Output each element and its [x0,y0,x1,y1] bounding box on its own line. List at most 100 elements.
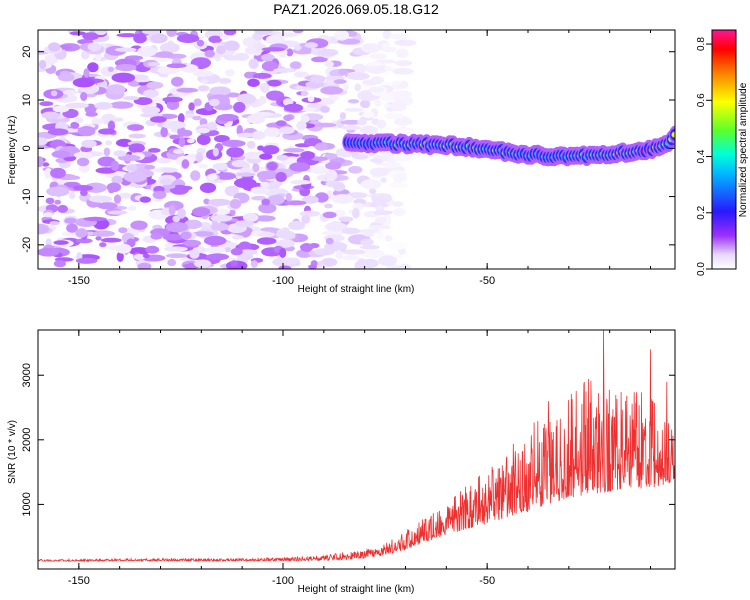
noise-blob [347,72,370,81]
noise-blob [265,34,285,46]
noise-blob [92,230,115,237]
noise-blob [311,56,328,63]
noise-blob [331,194,354,204]
noise-blob [91,118,104,125]
noise-blob [352,208,360,219]
noise-blob [189,249,200,259]
x-tick-label: -150 [68,575,90,587]
noise-blob [308,264,318,269]
noise-blob [230,248,243,256]
noise-blob [395,60,413,67]
colorbar-axes: 0.0 0.2 0.4 0.6 0.8 [696,37,712,276]
noise-blob [275,171,287,183]
noise-blob [165,253,189,258]
noise-blob [224,69,235,77]
noise-blob [229,199,242,209]
noise-blob [97,202,118,210]
noise-blob [214,135,230,143]
snr-background [38,330,675,569]
noise-blob [310,156,329,161]
noise-blob [360,179,382,190]
noise-blob [196,39,205,47]
noise-blob [166,63,187,68]
noise-blob [199,222,212,230]
noise-blob [192,231,214,237]
noise-blob [322,230,345,236]
noise-blob [80,92,88,101]
noise-blob [78,164,91,173]
noise-blob [393,118,413,126]
noise-blob [279,248,287,258]
noise-blob [42,162,50,167]
noise-blob [54,199,61,205]
noise-blob [113,194,122,204]
snr-y-axis-label: SNR (10 * v/v) [7,420,18,484]
noise-blob [80,189,88,196]
noise-blob [320,86,343,95]
noise-blob [285,192,292,202]
noise-blob [208,35,223,44]
noise-blob [196,127,210,134]
noise-blob [99,242,107,248]
noise-blob [69,31,87,36]
noise-blob [394,39,417,47]
noise-blob [141,106,161,115]
noise-blob [144,164,156,170]
noise-blob [239,168,254,173]
noise-blob [288,220,305,231]
noise-blob [324,222,348,232]
noise-blob [173,68,181,73]
noise-blob [382,30,392,40]
noise-blob [106,84,126,95]
noise-blob [83,68,90,78]
noise-blob [114,47,137,52]
noise-blob [207,121,217,130]
noise-blob [39,101,54,107]
noise-blob [360,99,371,109]
noise-blob [267,79,282,87]
y-tick-label: 0 [21,145,33,151]
noise-blob [117,154,141,161]
noise-blob [276,32,298,38]
noise-blob [361,249,385,258]
noise-blob [203,235,227,246]
noise-blob [359,244,380,250]
x-tick-label: -50 [479,575,495,587]
colorbar-tick-label: 0.0 [696,262,707,276]
noise-blob [353,198,367,205]
noise-blob [276,154,289,161]
noise-blob [206,253,230,261]
noise-blob [231,235,244,240]
noise-blob [286,48,294,57]
noise-blob [215,172,236,180]
noise-blob [191,207,211,217]
noise-blob [69,191,76,200]
noise-blob [316,261,324,268]
noise-blob [248,58,259,70]
noise-blob [259,153,273,160]
noise-blob [294,45,302,51]
noise-blob [141,30,163,35]
noise-blob [49,221,60,226]
noise-blob [235,220,255,227]
noise-blob [98,128,116,135]
noise-blob [51,150,70,159]
noise-blob [341,255,360,261]
noise-blob [325,161,342,170]
noise-blob [369,53,388,60]
y-tick-label: 20 [21,46,33,58]
noise-blob [263,127,281,137]
noise-blob [160,167,178,173]
noise-blob [203,198,210,205]
noise-blob [260,181,270,188]
noise-blob [296,120,307,131]
noise-blob [176,34,200,43]
noise-blob [115,64,137,72]
noise-blob [160,126,168,138]
noise-blob [300,114,310,124]
noise-blob [195,152,204,163]
noise-blob [216,45,226,55]
noise-blob [128,133,146,139]
noise-blob [47,128,69,136]
noise-blob [172,215,181,223]
